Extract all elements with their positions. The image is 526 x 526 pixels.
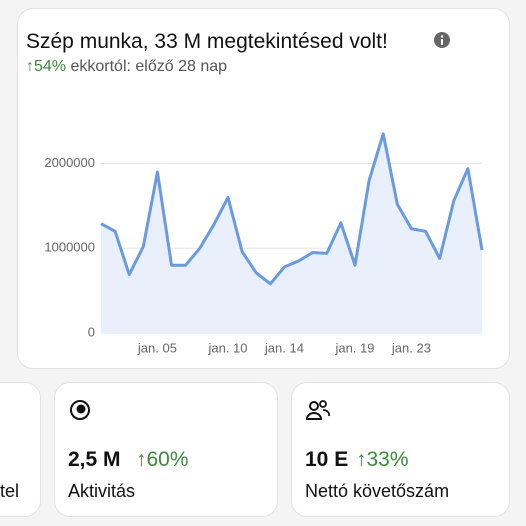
card-label: tel xyxy=(0,481,20,501)
x-tick-label: jan. 10 xyxy=(207,340,247,355)
y-tick-label: 0 xyxy=(88,324,95,339)
card-change: ↑60% xyxy=(136,448,189,471)
activity-icon xyxy=(70,400,90,420)
y-tick-label: 2000000 xyxy=(44,155,95,170)
card-change: ↑33% xyxy=(356,448,409,471)
change: 54% xyxy=(34,58,67,75)
x-tick-label: jan. 23 xyxy=(391,340,431,355)
card-value: 10 E xyxy=(305,448,349,471)
chart: 0 1000000 2000000 jan. 05 jan. 10 jan. 14 jan.… xyxy=(44,132,484,355)
chart-title: Szép munka, 33 M megtekintésed volt! xyxy=(26,30,388,53)
card-label: Aktivitás xyxy=(68,481,136,501)
stat-card[interactable] xyxy=(54,382,278,517)
subtitle: ↑54% ekkortól: előző 28 nap xyxy=(26,58,227,76)
card-change-value: 33% xyxy=(366,448,409,471)
area xyxy=(101,133,482,333)
card-change-value: 60% xyxy=(146,448,189,471)
change-arrow: ↑ xyxy=(26,58,34,75)
info-icon[interactable] xyxy=(434,32,450,48)
x-tick-label: jan. 05 xyxy=(137,340,177,355)
line xyxy=(100,132,484,286)
followers-icon xyxy=(305,400,330,420)
x-tick-label: jan. 19 xyxy=(334,340,374,355)
card-value: 2,5 M xyxy=(68,448,121,471)
x-tick-label: jan. 14 xyxy=(264,340,304,355)
card-label: Nettó követőszám xyxy=(305,481,450,501)
stat-card[interactable] xyxy=(291,382,510,517)
subtitle-text: ekkortól: előző 28 nap xyxy=(70,58,228,75)
stat-card[interactable] xyxy=(0,382,41,517)
y-tick-label: 1000000 xyxy=(44,240,95,255)
